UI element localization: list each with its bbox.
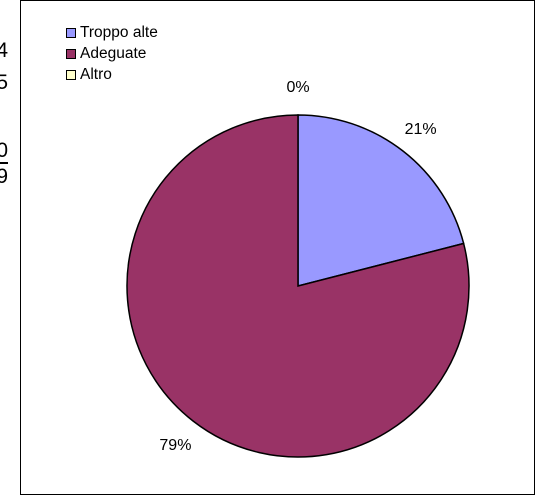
data-label-adeguate: 79% — [159, 437, 191, 454]
legend-swatch-troppo-alte — [66, 27, 76, 38]
data-label-altro: 0% — [286, 79, 309, 96]
bg-fragment-2: 5 — [0, 72, 8, 94]
bg-fragment-4: 9 — [0, 166, 8, 188]
pie-slice-troppo-alte — [297, 114, 465, 287]
bg-fragment-1: 4 — [0, 40, 8, 62]
legend-item-altro: Altro — [66, 64, 158, 85]
legend-swatch-altro — [66, 69, 76, 80]
legend-item-troppo-alte: Troppo alte — [66, 22, 158, 43]
bg-fragment-rule — [0, 162, 8, 164]
bg-fragment-3: 0 — [0, 140, 8, 162]
pie-slice-adeguate — [126, 114, 470, 458]
legend-swatch-adeguate — [66, 48, 76, 59]
legend-label-troppo-alte: Troppo alte — [80, 24, 158, 41]
chart-legend: Troppo alte Adeguate Altro — [66, 22, 158, 85]
legend-label-adeguate: Adeguate — [80, 45, 147, 62]
legend-label-altro: Altro — [80, 66, 112, 83]
data-label-troppo-alte: 21% — [405, 121, 437, 138]
legend-item-adeguate: Adeguate — [66, 43, 158, 64]
